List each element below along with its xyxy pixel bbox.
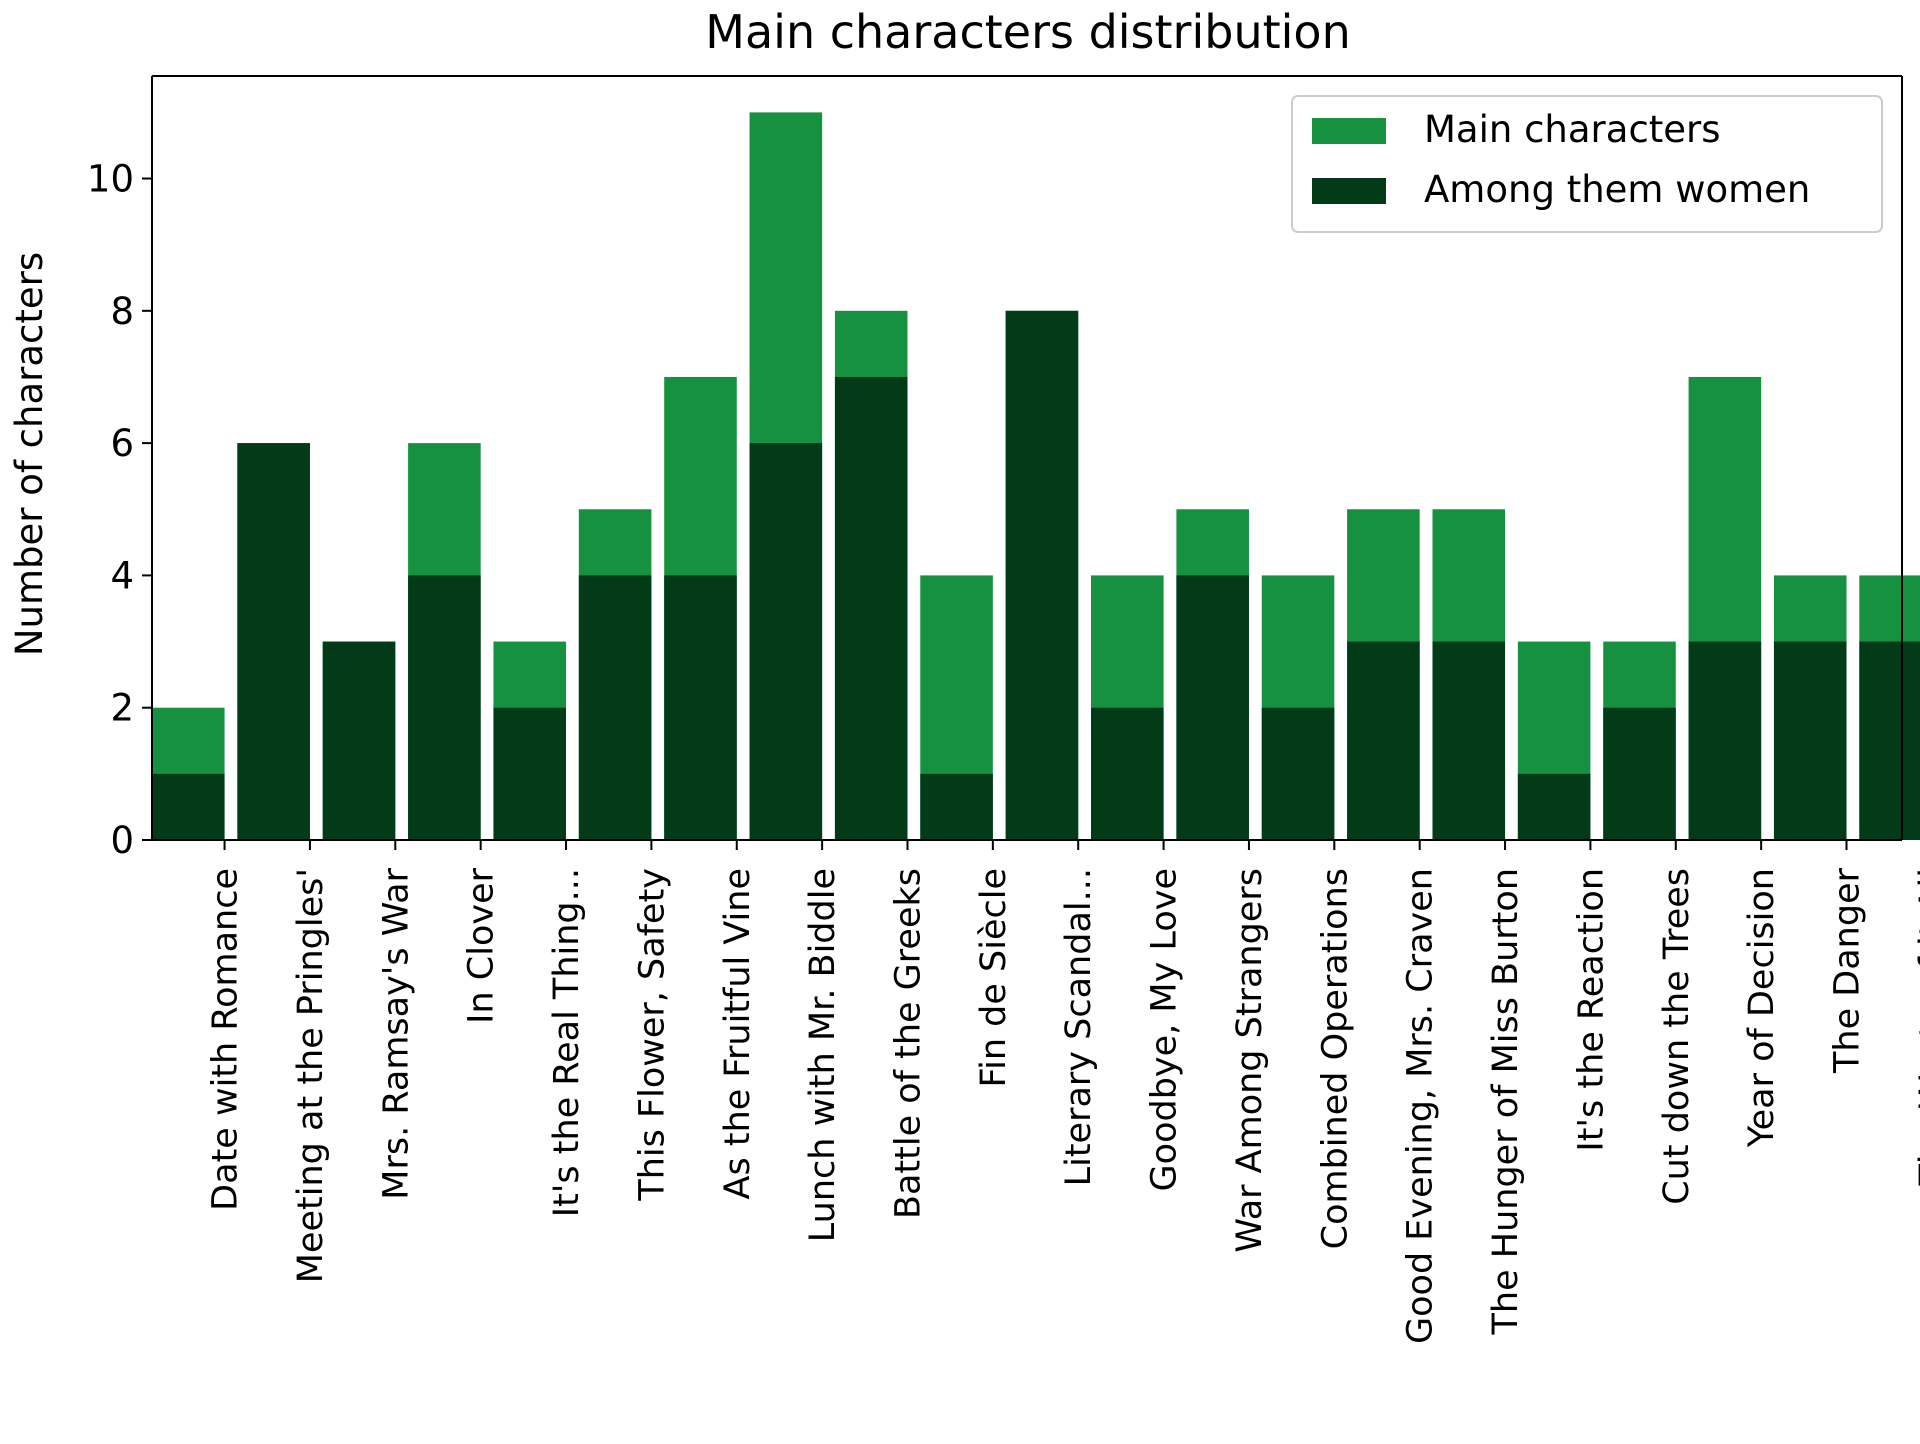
x-tick-label: Goodbye, My Love — [1145, 868, 1185, 1191]
women-bar — [493, 707, 567, 840]
women-bar — [834, 376, 908, 840]
women-bar — [1859, 641, 1920, 840]
x-tick-label: In Clover — [462, 867, 502, 1023]
women-bar — [1688, 641, 1762, 840]
x-tick-label: Date with Romance — [206, 868, 246, 1211]
x-tick-label: Meeting at the Pringles' — [291, 868, 331, 1283]
legend-label: Main characters — [1424, 108, 1721, 151]
legend: Main characters Among them women — [1291, 95, 1883, 233]
legend-label: Among them women — [1424, 168, 1810, 211]
legend-box — [1291, 95, 1883, 233]
women-bar — [1347, 641, 1420, 840]
x-tick-label: It's the Real Thing... — [547, 868, 587, 1217]
y-tick-label: 8 — [110, 290, 134, 333]
women-bar — [749, 443, 823, 840]
x-tick-label: As the Fruitful Vine — [718, 868, 758, 1199]
x-tick-label: Year of Decision — [1742, 868, 1782, 1148]
x-tick-label: Cut down the Trees — [1657, 868, 1697, 1205]
x-tick-label: Battle of the Greeks — [888, 868, 928, 1219]
women-bar — [1005, 310, 1079, 840]
women-bar — [237, 443, 310, 840]
women-bar — [920, 773, 993, 840]
women-bar — [664, 575, 737, 840]
women-bar — [1432, 641, 1506, 840]
axes — [151, 75, 1903, 841]
women-bar — [408, 575, 481, 840]
x-tick-label: Mrs. Ramsay's War — [376, 867, 416, 1199]
women-bar — [1773, 641, 1847, 840]
x-tick-label: The Hunger of Miss Burton — [1486, 868, 1526, 1335]
x-tick-label: The Danger — [1828, 867, 1868, 1074]
women-bar — [1091, 707, 1164, 840]
x-tick-label: War Among Strangers — [1230, 868, 1270, 1253]
x-tick-label: It's the Reaction — [1571, 868, 1611, 1152]
x-tick-label: Fin de Siècle — [974, 868, 1014, 1087]
y-axis-label: Number of characters — [8, 252, 51, 656]
x-tick-label: Lunch with Mr. Biddle — [803, 868, 843, 1242]
x-tick-label: This Flower, Safety — [632, 868, 672, 1202]
x-tick-label: The Waste of it All — [1913, 868, 1920, 1186]
women-bar — [1176, 575, 1249, 840]
x-tick-label: Combined Operations — [1315, 868, 1355, 1249]
x-tick-label: Literary Scandal... — [1059, 868, 1099, 1186]
women-bar — [322, 641, 396, 840]
x-tick-label: Good Evening, Mrs. Craven — [1401, 868, 1441, 1344]
y-tick-label: 6 — [110, 422, 134, 465]
y-axis-ticks: 0 2 4 6 8 10 — [87, 158, 152, 862]
y-tick-label: 0 — [110, 819, 134, 862]
chart-title: Main characters distribution — [705, 5, 1350, 59]
legend-swatch — [1312, 118, 1386, 144]
x-axis-ticks: Date with Romance Meeting at the Pringles… — [206, 840, 1920, 1344]
legend-swatch — [1312, 178, 1386, 204]
y-tick-label: 2 — [110, 687, 134, 730]
y-tick-label: 4 — [110, 554, 134, 597]
women-bars — [152, 310, 1920, 840]
women-bar — [578, 575, 652, 840]
women-bar — [1517, 773, 1591, 840]
women-bar — [152, 773, 225, 840]
women-bar — [1603, 707, 1676, 840]
y-tick-label: 10 — [87, 158, 134, 201]
women-bar — [1261, 707, 1335, 840]
